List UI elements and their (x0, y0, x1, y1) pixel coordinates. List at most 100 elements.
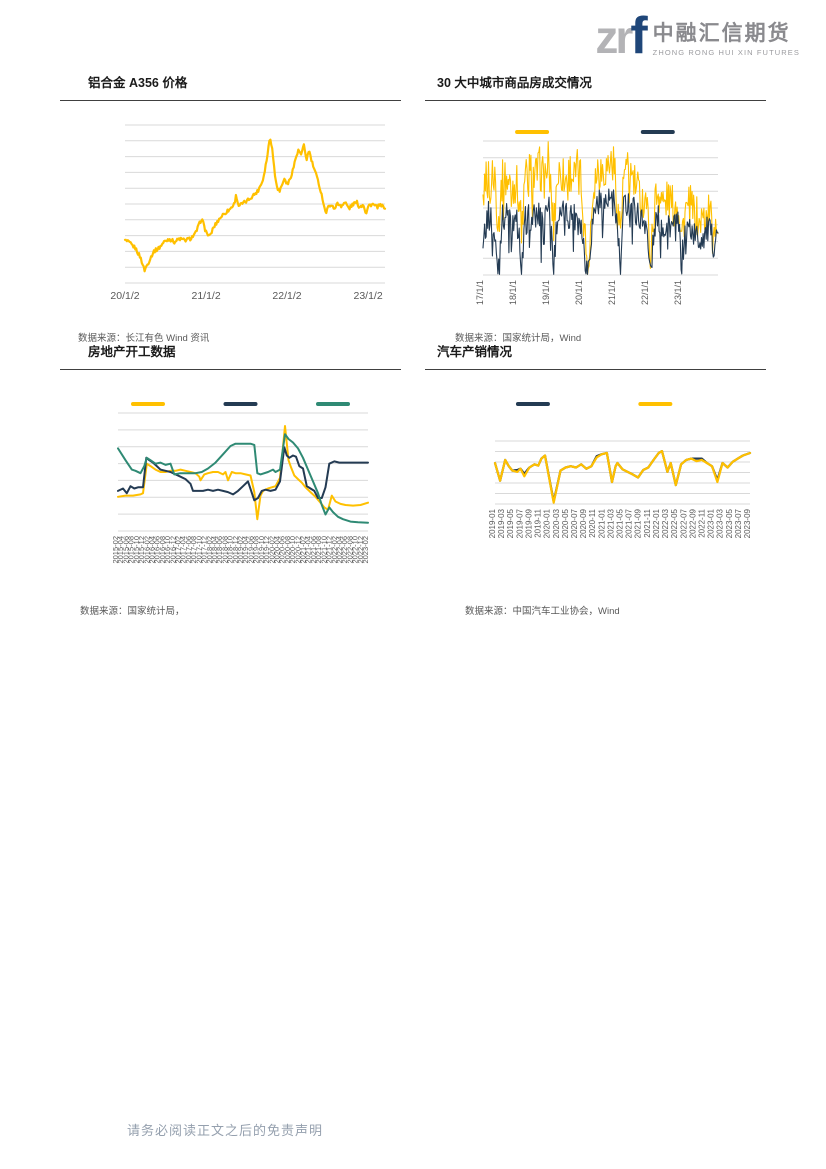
svg-text:2022-11: 2022-11 (698, 508, 707, 537)
svg-text:2019-06: 2019-06 (246, 536, 255, 564)
svg-text:2020-09: 2020-09 (579, 508, 588, 538)
disclaimer-footer: 请务必阅读正文之后的免责声明 (127, 1123, 324, 1138)
svg-text:2018-04: 2018-04 (210, 536, 219, 564)
svg-text:2016-10: 2016-10 (163, 536, 172, 564)
chart-source-auto-sales: 数据来源：中国汽车工业协会，Wind (465, 606, 620, 617)
svg-text:2023-01: 2023-01 (707, 508, 716, 538)
svg-text:2017-02: 2017-02 (174, 536, 183, 564)
svg-text:23/1/2: 23/1/2 (353, 290, 382, 302)
svg-text:2022-01: 2022-01 (652, 508, 661, 538)
svg-text:2020-11: 2020-11 (588, 508, 597, 537)
svg-text:2021-02: 2021-02 (299, 536, 308, 564)
charts-row-1: 铝合金 A356 价格 20/1/2 21/1/2 22/1/2 23/1/2 数据来… (60, 72, 766, 344)
svg-text:2021-03: 2021-03 (606, 508, 615, 538)
svg-text:2017-08: 2017-08 (189, 536, 198, 564)
svg-text:2019-04: 2019-04 (241, 536, 250, 564)
svg-text:2019-07: 2019-07 (515, 508, 524, 538)
svg-text:2020-10: 2020-10 (288, 536, 297, 564)
svg-text:2022-06: 2022-06 (340, 536, 349, 564)
svg-text:2021-12: 2021-12 (325, 536, 334, 564)
svg-text:2015-06: 2015-06 (121, 536, 130, 564)
svg-text:2022-09: 2022-09 (688, 508, 697, 538)
svg-text:2020-05: 2020-05 (561, 508, 570, 538)
svg-text:2015-02: 2015-02 (111, 536, 120, 564)
logo-zrf-mark: zrf (595, 10, 647, 62)
panel-auto-sales: 汽车产销情况 2019-01 2019-03 2019-05 2019-07 2019-… (425, 341, 766, 617)
svg-text:21/1/2: 21/1/2 (191, 290, 220, 302)
svg-text:2016-02: 2016-02 (142, 536, 151, 564)
svg-text:2017-06: 2017-06 (184, 536, 193, 564)
svg-text:20/1/1: 20/1/1 (574, 280, 584, 305)
svg-text:2019-01: 2019-01 (488, 508, 497, 538)
panel-aluminum-price: 铝合金 A356 价格 20/1/2 21/1/2 22/1/2 23/1/2 数据来… (60, 72, 401, 344)
svg-text:2021-04: 2021-04 (304, 536, 313, 564)
svg-text:2020-06: 2020-06 (278, 536, 287, 564)
svg-text:2016-12: 2016-12 (168, 536, 177, 564)
svg-text:2019-10: 2019-10 (257, 536, 266, 564)
svg-text:2021-06: 2021-06 (309, 536, 318, 564)
svg-text:2022-08: 2022-08 (345, 536, 354, 564)
svg-text:2019-12: 2019-12 (262, 536, 271, 564)
svg-text:2018-02: 2018-02 (205, 536, 214, 564)
svg-text:2023-05: 2023-05 (725, 508, 734, 538)
svg-text:2021-09: 2021-09 (634, 508, 643, 538)
svg-text:2016-04: 2016-04 (148, 536, 157, 564)
svg-text:2022-10: 2022-10 (351, 536, 360, 564)
svg-text:2023-07: 2023-07 (734, 508, 743, 538)
svg-text:2020-01: 2020-01 (543, 508, 552, 538)
svg-text:2019-09: 2019-09 (524, 508, 533, 538)
svg-text:2019-03: 2019-03 (497, 508, 506, 538)
svg-text:2021-08: 2021-08 (314, 536, 323, 564)
svg-text:2015-12: 2015-12 (137, 536, 146, 564)
svg-text:2018-08: 2018-08 (220, 536, 229, 564)
svg-text:2017-10: 2017-10 (194, 536, 203, 564)
chart-title-auto-sales: 汽车产销情况 (425, 341, 766, 370)
svg-text:2018-06: 2018-06 (215, 536, 224, 564)
housing-sales-chart: 17/1/1 18/1/1 19/1/1 20/1/1 21/1/1 22/1/1 23/1… (475, 130, 719, 305)
svg-text:2022-03: 2022-03 (661, 508, 670, 538)
svg-text:2015-04: 2015-04 (116, 536, 125, 564)
svg-text:2017-12: 2017-12 (200, 536, 209, 564)
logo-zr-text: zr (595, 11, 633, 63)
chart-title-housing-sales: 30 大中城市商品房成交情况 (425, 72, 766, 101)
svg-text:2016-06: 2016-06 (153, 536, 162, 564)
chart-title-aluminum-price: 铝合金 A356 价格 (60, 72, 401, 101)
svg-text:2019-08: 2019-08 (252, 536, 261, 564)
svg-text:2022-05: 2022-05 (670, 508, 679, 538)
chart-source-aluminum-price: 数据来源：长江有色 Wind 资讯 (78, 333, 210, 344)
logo-chinese-name: 中融汇信期货 (652, 22, 791, 45)
svg-text:2021-11: 2021-11 (643, 508, 652, 537)
svg-text:20/1/2: 20/1/2 (110, 290, 139, 302)
svg-text:22/1/1: 22/1/1 (640, 280, 650, 305)
charts-row-2: 房地产开工数据 2015-02 2015-04 2015-06 2015-08 2015… (60, 341, 766, 617)
svg-text:22/1/2: 22/1/2 (272, 290, 301, 302)
svg-text:2022-12: 2022-12 (356, 536, 365, 564)
realestate-starts-chart-wrap: 2015-02 2015-04 2015-06 2015-08 2015-10 2015-… (60, 384, 401, 591)
realestate-starts-chart: 2015-022015-042015-062015-082015-102015-… (111, 402, 370, 564)
svg-text:2022-07: 2022-07 (679, 508, 688, 538)
svg-text:2022-04: 2022-04 (335, 536, 344, 564)
chart-source-realestate-starts: 数据来源：国家统计局， (80, 606, 185, 617)
panel-realestate-starts: 房地产开工数据 2015-02 2015-04 2015-06 2015-08 2015… (60, 341, 401, 617)
svg-text:2019-11: 2019-11 (534, 508, 543, 537)
panel-housing-sales: 30 大中城市商品房成交情况 17/1/1 18/1/1 19/1/1 20/1/1 2… (425, 72, 766, 344)
svg-text:2018-10: 2018-10 (226, 536, 235, 564)
svg-text:2020-07: 2020-07 (570, 508, 579, 538)
svg-text:2020-12: 2020-12 (293, 536, 302, 564)
svg-text:2020-08: 2020-08 (283, 536, 292, 564)
logo-names: 中融汇信期货 ZHONG RONG HUI XIN FUTURES (653, 14, 800, 57)
logo-english-name: ZHONG RONG HUI XIN FUTURES (652, 48, 800, 57)
company-logo: zrf 中融汇信期货 ZHONG RONG HUI XIN FUTURES (595, 10, 800, 62)
svg-text:2015-08: 2015-08 (127, 536, 136, 564)
aluminum-price-chart: 20/1/2 21/1/2 22/1/2 23/1/2 (110, 124, 387, 302)
svg-text:21/1/1: 21/1/1 (607, 280, 617, 305)
svg-text:2018-12: 2018-12 (231, 536, 240, 564)
svg-text:2015-10: 2015-10 (132, 536, 141, 564)
svg-text:2019-05: 2019-05 (506, 508, 515, 538)
svg-text:2017-04: 2017-04 (179, 536, 188, 564)
svg-text:2022-02: 2022-02 (330, 536, 339, 564)
logo-f-text: f (630, 7, 647, 65)
svg-text:2019-02: 2019-02 (236, 536, 245, 564)
svg-text:2020-03: 2020-03 (552, 508, 561, 538)
